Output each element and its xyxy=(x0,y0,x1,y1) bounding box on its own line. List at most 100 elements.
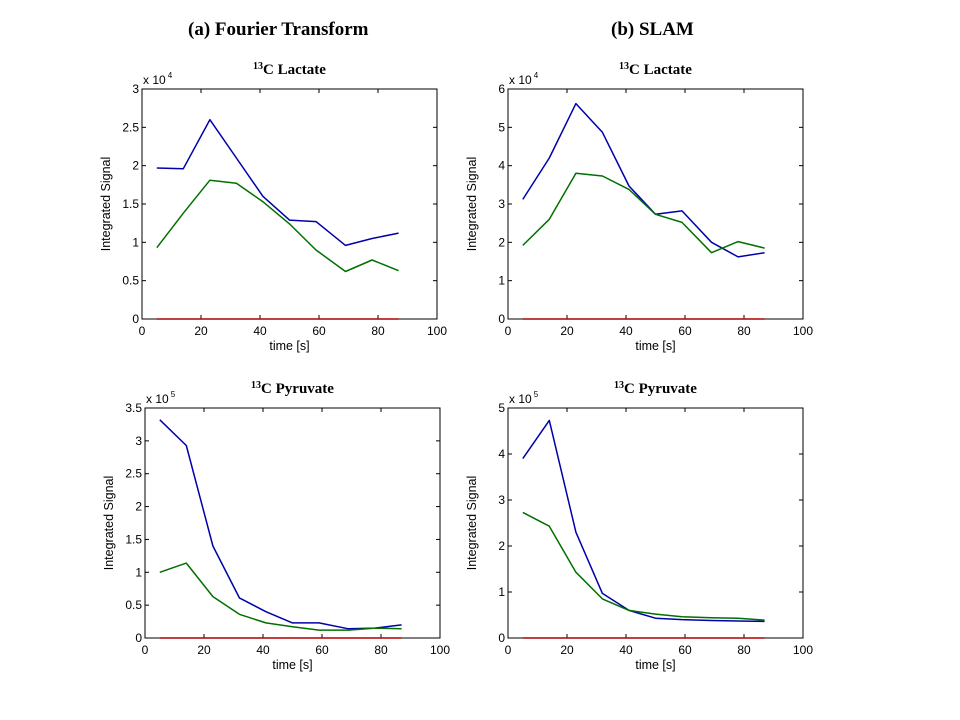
y-multiplier-base: x 10 xyxy=(143,73,166,87)
x-tick-label: 80 xyxy=(374,643,388,657)
panel-title-text: C Lactate xyxy=(263,62,326,78)
y-multiplier: x 10 5 xyxy=(146,390,176,406)
axes-box xyxy=(507,88,804,320)
panel-title: 13C Pyruvate xyxy=(614,380,697,397)
y-tick-label: 1 xyxy=(498,585,505,599)
panel-title-text: C Pyruvate xyxy=(261,381,334,397)
panel-title: 13C Pyruvate xyxy=(251,380,334,397)
series-line-green xyxy=(159,562,402,631)
x-tick-label: 100 xyxy=(430,643,450,657)
x-tick-label: 0 xyxy=(142,643,149,657)
x-tick-label: 0 xyxy=(505,324,512,338)
x-tick-label: 80 xyxy=(737,324,751,338)
series-line-blue xyxy=(522,102,765,258)
x-tick-label: 0 xyxy=(139,324,146,338)
x-axis-label: time [s] xyxy=(635,658,675,672)
y-tick-label: 0 xyxy=(132,312,139,326)
series-line-blue xyxy=(522,419,765,623)
series-line-green xyxy=(156,179,399,273)
x-tick-label: 40 xyxy=(619,324,633,338)
y-multiplier-base: x 10 xyxy=(509,392,532,406)
column-heading-slam: (b) SLAM xyxy=(611,19,694,40)
x-tick-label: 40 xyxy=(253,324,267,338)
panel-title-text: C Lactate xyxy=(629,62,692,78)
y-tick-label: 2 xyxy=(132,159,139,173)
x-tick-label: 20 xyxy=(194,324,208,338)
y-tick-label: 1.5 xyxy=(125,532,142,546)
y-tick-label: 3 xyxy=(498,493,505,507)
y-multiplier: x 10 4 xyxy=(509,71,539,87)
y-axis-label: Integrated Signal xyxy=(99,157,113,252)
panel-title-superscript: 13 xyxy=(253,61,263,72)
x-tick-label: 0 xyxy=(505,643,512,657)
y-multiplier: x 10 4 xyxy=(143,71,173,87)
x-tick-label: 40 xyxy=(619,643,633,657)
panel-ft-pyruvate: 13C Pyruvate 0 20 40 60 80 100 0 0.5 1 1.5 2 2.5 3 3.5… xyxy=(102,380,450,672)
y-multiplier-exponent: 4 xyxy=(534,71,539,80)
y-multiplier-exponent: 5 xyxy=(171,390,176,399)
y-tick-label: 3 xyxy=(132,82,139,96)
x-tick-label: 60 xyxy=(312,324,326,338)
y-tick-label: 0 xyxy=(498,312,505,326)
y-tick-label: 0 xyxy=(498,631,505,645)
x-axis-label: time [s] xyxy=(635,339,675,353)
panel-title-superscript: 13 xyxy=(619,61,629,72)
y-tick-label: 5 xyxy=(498,401,505,415)
y-tick-label: 3.5 xyxy=(125,401,142,415)
x-axis-label: time [s] xyxy=(269,339,309,353)
x-tick-label: 100 xyxy=(793,643,813,657)
x-tick-label: 60 xyxy=(315,643,329,657)
y-multiplier-exponent: 5 xyxy=(534,390,539,399)
panel-title-superscript: 13 xyxy=(251,380,261,391)
y-multiplier-exponent: 4 xyxy=(168,71,173,80)
column-heading-fourier: (a) Fourier Transform xyxy=(188,19,369,40)
x-tick-label: 20 xyxy=(197,643,211,657)
y-multiplier-base: x 10 xyxy=(509,73,532,87)
x-tick-label: 100 xyxy=(427,324,447,338)
x-axis-label: time [s] xyxy=(272,658,312,672)
x-tick-label: 20 xyxy=(560,643,574,657)
axes-box xyxy=(141,88,438,320)
panel-title-superscript: 13 xyxy=(614,380,624,391)
series-line-green xyxy=(522,511,765,621)
y-tick-label: 1 xyxy=(135,565,142,579)
x-tick-label: 60 xyxy=(678,643,692,657)
panel-title-text: C Pyruvate xyxy=(624,381,697,397)
y-tick-label: 0.5 xyxy=(125,598,142,612)
axes-box xyxy=(507,407,804,639)
y-multiplier-base: x 10 xyxy=(146,392,169,406)
y-tick-label: 2 xyxy=(498,235,505,249)
x-tick-label: 100 xyxy=(793,324,813,338)
x-tick-label: 20 xyxy=(560,324,574,338)
y-axis-label: Integrated Signal xyxy=(465,476,479,571)
y-tick-label: 0 xyxy=(135,631,142,645)
x-tick-label: 80 xyxy=(371,324,385,338)
series-line-blue xyxy=(159,419,402,630)
x-tick-label: 80 xyxy=(737,643,751,657)
x-tick-label: 40 xyxy=(256,643,270,657)
y-tick-label: 2.5 xyxy=(125,467,142,481)
panel-title: 13C Lactate xyxy=(619,61,692,78)
y-tick-label: 2 xyxy=(498,539,505,553)
y-tick-label: 5 xyxy=(498,120,505,134)
panel-title: 13C Lactate xyxy=(253,61,326,78)
axes-box xyxy=(144,407,441,639)
panel-ft-lactate: 13C Lactate 0 20 40 60 80 100 0 0.5 1 1.5 2 2.5 3 x 10… xyxy=(99,61,447,353)
y-tick-label: 2.5 xyxy=(122,120,139,134)
y-tick-label: 2 xyxy=(135,500,142,514)
y-tick-label: 6 xyxy=(498,82,505,96)
y-tick-label: 1 xyxy=(132,235,139,249)
y-tick-label: 3 xyxy=(135,434,142,448)
y-tick-label: 1 xyxy=(498,274,505,288)
y-axis-label: Integrated Signal xyxy=(465,157,479,252)
series-line-green xyxy=(522,172,765,254)
y-tick-label: 1.5 xyxy=(122,197,139,211)
y-tick-label: 3 xyxy=(498,197,505,211)
series-line-blue xyxy=(156,118,399,247)
y-tick-label: 4 xyxy=(498,447,505,461)
y-axis-label: Integrated Signal xyxy=(102,476,116,571)
y-multiplier: x 10 5 xyxy=(509,390,539,406)
